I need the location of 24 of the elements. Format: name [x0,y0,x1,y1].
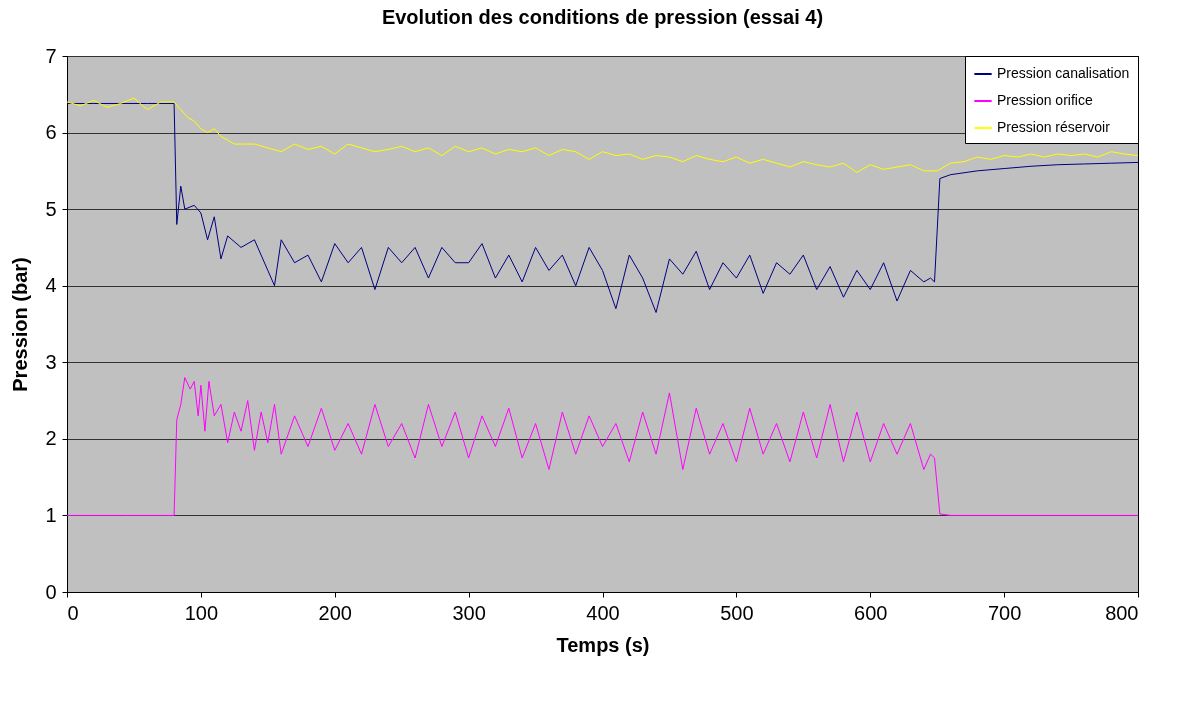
x-axis-title: Temps (s) [556,633,650,656]
x-tick-label: 100 [184,601,219,624]
y-tick-label: 5 [45,197,57,220]
y-tick-label: 6 [45,121,57,144]
y-axis-title: Pression (bar) [9,257,32,392]
y-tick-label: 1 [45,503,57,526]
y-tick-label: 0 [45,580,57,603]
x-tick-label: 200 [318,601,352,624]
line-series [67,377,1138,516]
y-tick-label: 7 [45,44,57,67]
y-tick-label: 3 [45,350,57,373]
x-tick-label: 0 [67,601,79,624]
y-tick-label: 2 [45,427,57,450]
legend-label: Pression canalisation [997,65,1130,81]
chart-title: Evolution des conditions de pression (essai 4) [381,6,824,28]
x-tick-label: 700 [987,601,1022,624]
x-tick-label: 500 [720,601,754,624]
y-tick-label: 4 [45,274,57,297]
x-tick-label: 800 [1105,601,1139,624]
legend-label: Pression orifice [997,92,1093,108]
x-tick-label: 600 [854,601,888,624]
x-tick-label: 300 [452,601,486,624]
legend-label: Pression réservoir [997,119,1111,135]
x-tick-label: 400 [586,601,620,624]
